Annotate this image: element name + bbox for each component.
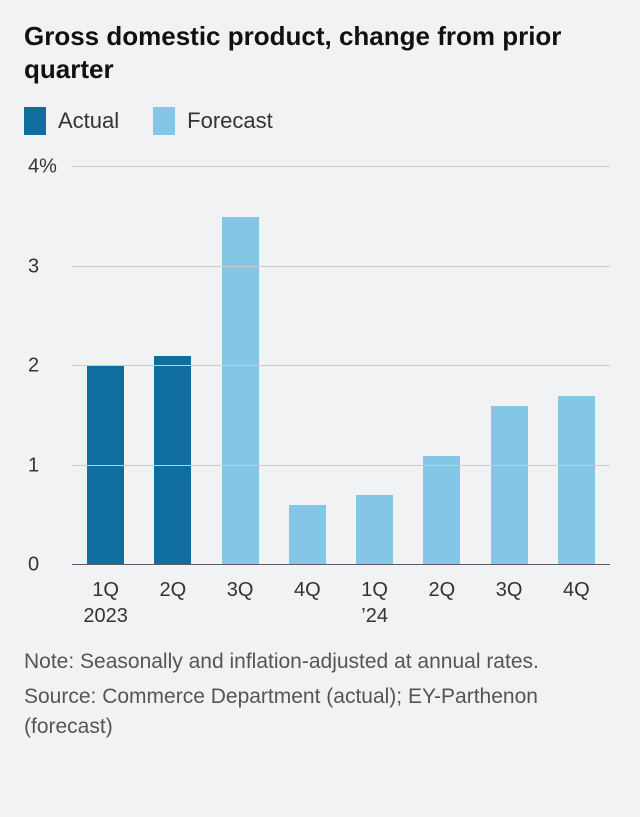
- gridline: [72, 166, 610, 167]
- source-text: Source: Commerce Department (actual); EY…: [24, 682, 616, 741]
- plot-area: 01234%: [72, 167, 610, 565]
- bar-forecast: [222, 217, 259, 565]
- y-tick-label: 3: [28, 255, 68, 278]
- legend-item-actual: Actual: [24, 107, 119, 135]
- legend-item-forecast: Forecast: [153, 107, 273, 135]
- bar-actual: [154, 356, 191, 565]
- x-tick-label: 3Q: [227, 577, 254, 603]
- x-tick-label: 4Q: [294, 577, 321, 603]
- legend: Actual Forecast: [24, 107, 616, 135]
- x-tick-label: 2Q: [429, 577, 456, 603]
- y-tick-label: 2: [28, 355, 68, 378]
- bars-layer: [72, 167, 610, 565]
- legend-label-forecast: Forecast: [187, 108, 273, 134]
- chart-notes: Note: Seasonally and inflation-adjusted …: [24, 647, 616, 741]
- x-axis-labels: 1Q 2023 2Q 3Q 4Q 1Q ’24 2Q 3Q 4Q: [72, 569, 610, 627]
- gridline: [72, 465, 610, 466]
- y-tick-label: 0: [28, 554, 68, 577]
- bar-forecast: [558, 396, 595, 565]
- note-text: Note: Seasonally and inflation-adjusted …: [24, 647, 616, 676]
- y-tick-label: 4%: [28, 156, 68, 179]
- x-tick-label: 1Q ’24: [361, 577, 388, 629]
- chart-title: Gross domestic product, change from prio…: [24, 20, 616, 85]
- legend-swatch-forecast: [153, 107, 175, 135]
- bar-actual: [87, 366, 124, 565]
- gridline: [72, 266, 610, 267]
- bar-forecast: [289, 505, 326, 565]
- bar-forecast: [356, 495, 393, 565]
- gridline: [72, 365, 610, 366]
- x-tick-label: 4Q: [563, 577, 590, 603]
- legend-label-actual: Actual: [58, 108, 119, 134]
- legend-swatch-actual: [24, 107, 46, 135]
- bar-forecast: [423, 456, 460, 565]
- baseline: [72, 564, 610, 565]
- chart: 01234% 1Q 20232Q3Q4Q1Q ’242Q3Q4Q: [24, 157, 616, 627]
- bar-forecast: [491, 406, 528, 565]
- x-tick-label: 1Q 2023: [83, 577, 128, 629]
- x-tick-label: 2Q: [160, 577, 187, 603]
- y-tick-label: 1: [28, 454, 68, 477]
- x-tick-label: 3Q: [496, 577, 523, 603]
